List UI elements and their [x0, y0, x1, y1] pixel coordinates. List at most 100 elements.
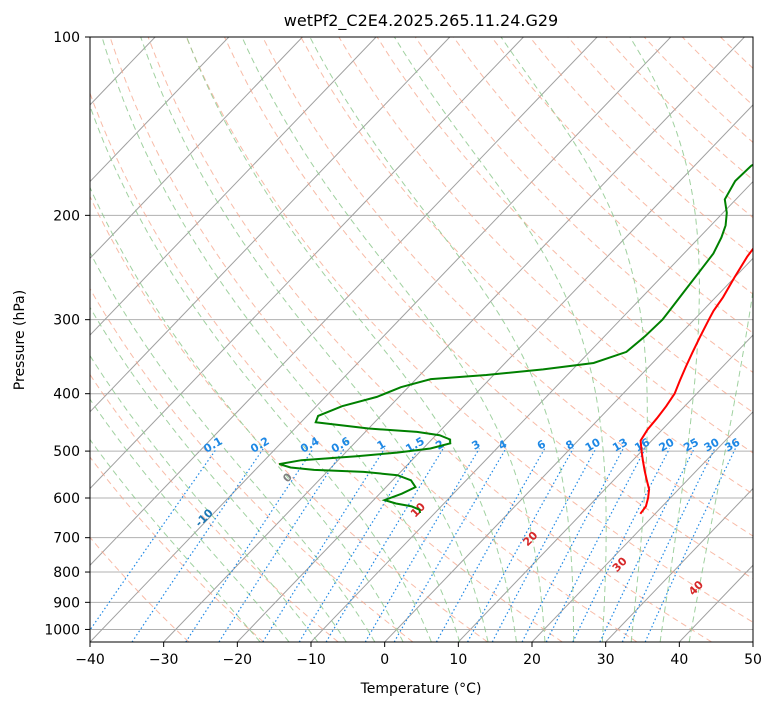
- isotherm-line: [90, 37, 598, 566]
- dry-adiabat-line: [452, 37, 753, 334]
- moist-adiabat-line: [90, 104, 432, 642]
- dry-adiabat-line: [147, 37, 712, 642]
- x-tick-label: −30: [149, 652, 179, 668]
- isotherm-line: [90, 37, 230, 183]
- dry-adiabat-line: [90, 456, 264, 642]
- mixing-ratio-label: 1: [375, 438, 388, 453]
- y-tick-label: 400: [53, 387, 80, 403]
- dry-adiabat-line: [567, 37, 753, 219]
- dry-adiabat-line: [643, 37, 753, 144]
- dry-adiabat-line: [109, 37, 638, 642]
- dewpoint-profile-line: [278, 163, 753, 514]
- dry-adiabat-line: [491, 37, 753, 295]
- x-tick-label: 30: [597, 652, 615, 668]
- y-tick-label: 900: [53, 595, 80, 611]
- mixing-ratio-label: 0.1: [201, 435, 224, 456]
- mixing-ratio-label: 30: [702, 435, 722, 454]
- mixing-ratio-label: 20: [657, 435, 677, 454]
- y-axis-title: Pressure (hPa): [12, 290, 28, 390]
- dry-adiabat-line: [90, 91, 563, 642]
- y-tick-label: 300: [53, 313, 80, 329]
- dry-adiabat-line: [376, 37, 753, 413]
- mixing-ratio-line: [325, 448, 444, 642]
- x-tick-label: −10: [296, 652, 326, 668]
- chart-title: wetPf2_C2E4.2025.265.11.24.G29: [284, 11, 558, 31]
- x-tick-label: −40: [75, 652, 105, 668]
- y-tick-label: 500: [53, 444, 80, 460]
- mixing-ratio-label: 6: [535, 437, 548, 452]
- isotherm-line: [531, 411, 753, 642]
- moist-adiabat-line: [140, 37, 489, 642]
- dry-adiabat-line: [300, 37, 753, 495]
- dry-adiabat-line: [605, 37, 753, 181]
- mixing-ratio-line: [131, 448, 264, 642]
- mixing-ratio-label: 4: [496, 437, 509, 452]
- dry-adiabat-line: [720, 37, 753, 69]
- plot-area: 0.10.20.40.611.52346810131620253036-100-…: [0, 37, 775, 642]
- isotherm-line: [752, 641, 753, 642]
- isotherm-line: [90, 37, 524, 490]
- mixing-ratio-line: [393, 448, 507, 642]
- dry-adiabat-line: [681, 37, 753, 106]
- isotherm-line: [236, 104, 753, 642]
- mixing-ratio-label: 3: [469, 438, 482, 453]
- isotherm-line: [90, 37, 672, 642]
- isotherm-line: [90, 37, 377, 336]
- dry-adiabat-line: [338, 37, 753, 454]
- isotherm-line: [90, 37, 303, 260]
- mixing-ratio-label: 25: [681, 436, 701, 455]
- y-tick-label: 100: [53, 30, 80, 46]
- moist-adiabat-line: [186, 37, 517, 642]
- mixing-ratio-line: [545, 448, 646, 642]
- dry-adiabat-label: -20: [48, 404, 71, 427]
- isotherm-line: [0, 37, 8, 642]
- mixing-ratio-line: [262, 448, 386, 642]
- mixing-ratio-line: [644, 448, 736, 642]
- y-tick-label: 600: [53, 491, 80, 507]
- mixing-ratio-line: [185, 448, 314, 642]
- isotherm-line: [90, 37, 451, 413]
- mixing-ratio-line: [364, 448, 480, 642]
- mixing-ratio-line: [572, 448, 671, 642]
- mixing-ratio-line: [491, 448, 597, 642]
- moist-adiabat-line: [393, 37, 607, 642]
- moist-adiabat-line: [101, 37, 461, 642]
- mixing-ratio-line: [90, 448, 218, 632]
- mixing-ratio-line: [218, 448, 345, 642]
- mixing-ratio-line: [621, 448, 716, 642]
- dry-adiabat-line: [90, 195, 488, 642]
- x-axis-title: Temperature (°C): [360, 681, 482, 697]
- mixing-ratio-line: [298, 448, 419, 642]
- y-tick-label: 1000: [44, 622, 80, 638]
- x-tick-label: 10: [449, 652, 467, 668]
- moist-adiabat-line: [90, 398, 290, 642]
- moist-adiabat-line: [309, 37, 575, 642]
- moist-adiabat-line: [688, 287, 753, 642]
- moist-adiabat-line: [90, 354, 319, 642]
- x-tick-label: 0: [380, 652, 389, 668]
- x-tick-label: −20: [223, 652, 253, 668]
- dry-adiabat-line: [90, 373, 339, 642]
- x-tick-label: 40: [670, 652, 688, 668]
- dry-adiabat-line: [185, 37, 753, 623]
- moist-adiabat-line: [90, 186, 404, 642]
- moist-adiabat-line: [90, 306, 347, 642]
- dry-adiabat-line: [90, 536, 190, 642]
- temperature-profile-line: [639, 247, 753, 515]
- mixing-ratio-label: 1.5: [403, 435, 426, 456]
- y-tick-label: 700: [53, 531, 80, 547]
- isotherm-line: [605, 487, 753, 642]
- x-tick-label: 50: [744, 652, 762, 668]
- dry-adiabat-line: [90, 287, 414, 642]
- isotherm-line: [163, 37, 745, 642]
- dry-adiabat-line: [759, 37, 775, 642]
- y-axis: 100 200 300 400 500 600 700 800 900 1000: [44, 30, 90, 638]
- moist-adiabat-line: [241, 37, 546, 642]
- moist-adiabat-label: 20: [520, 529, 540, 549]
- y-tick-label: 800: [53, 565, 80, 581]
- moist-adiabat-line: [500, 37, 648, 642]
- mixing-ratio-line: [521, 448, 624, 642]
- mixing-ratio-label: 10: [583, 435, 603, 454]
- moist-adiabat-label: 40: [686, 578, 706, 598]
